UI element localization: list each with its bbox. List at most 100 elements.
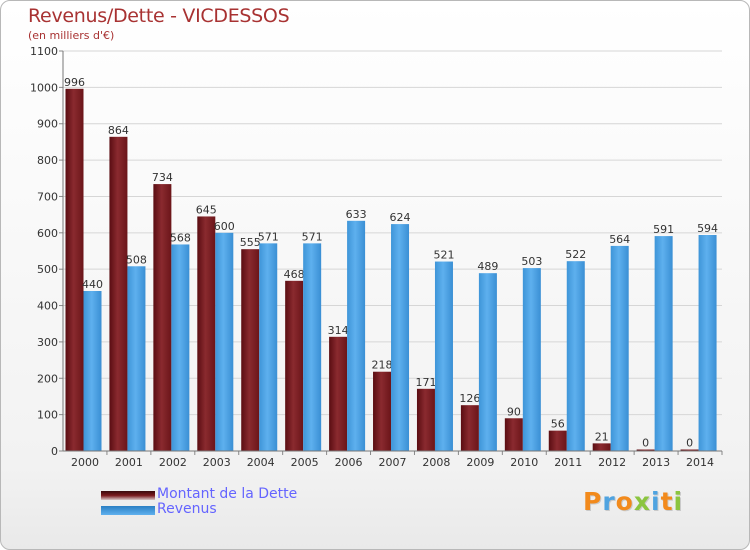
data-label: 600 [214,220,235,233]
x-tick-label: 2003 [203,456,231,469]
data-label: 522 [565,248,586,261]
bar-dette [109,136,128,451]
data-label: 591 [653,223,674,236]
x-tick-label: 2013 [642,456,670,469]
logo-letter: r [602,487,616,516]
y-tick-label: 800 [37,154,58,167]
x-tick-label: 2014 [686,456,714,469]
data-label: 521 [433,249,454,262]
logo-letter: o [615,487,634,516]
bar-revenus [522,268,541,451]
data-label: 503 [521,255,542,268]
bar-dette [636,449,655,451]
data-label: 314 [328,324,349,337]
data-label: 489 [477,260,498,273]
y-tick-label: 300 [37,336,58,349]
x-tick-label: 2008 [422,456,450,469]
bar-dette [416,388,435,451]
x-tick-label: 2005 [291,456,319,469]
data-label: 508 [126,253,147,266]
bar-revenus [171,244,190,451]
x-tick-label: 2007 [379,456,407,469]
bar-revenus [215,232,234,451]
data-label: 734 [152,171,173,184]
data-label: 126 [459,392,480,405]
legend-swatch-dette [101,491,155,500]
bar-revenus [391,224,410,451]
y-tick-label: 600 [37,227,58,240]
legend-label-dette: Montant de la Dette [157,486,298,502]
data-label: 0 [642,437,649,450]
y-tick-label: 200 [37,372,58,385]
logo-letter: x [633,487,651,516]
legend-label-revenus: Revenus [157,501,217,517]
data-label: 633 [346,208,367,221]
bar-dette [65,88,84,452]
bar-dette [460,405,479,451]
x-tick-label: 2009 [466,456,494,469]
data-label: 0 [686,437,693,450]
y-tick-label: 500 [37,263,58,276]
logo-letter: t [660,487,674,516]
bar-revenus [83,291,102,451]
data-label: 468 [284,268,305,281]
bar-revenus [259,243,278,451]
data-label: 564 [609,233,630,246]
data-label: 594 [697,222,718,235]
bar-revenus [434,261,453,451]
data-label: 440 [82,278,103,291]
logo-letter: i [651,487,661,516]
bar-revenus [698,235,717,451]
x-tick-label: 2012 [598,456,626,469]
data-label: 864 [108,124,129,137]
x-tick-label: 2004 [247,456,275,469]
bar-dette [592,443,611,451]
logo-letter: P [583,487,603,516]
legend-swatch-revenus [101,506,155,515]
y-tick-label: 1000 [30,81,58,94]
y-tick-label: 1100 [30,45,58,58]
data-label: 571 [302,230,323,243]
bar-revenus [654,236,673,451]
y-tick-label: 400 [37,300,58,313]
data-label: 218 [372,359,393,372]
data-label: 90 [507,405,521,418]
data-label: 568 [170,231,191,244]
data-label: 555 [240,236,261,249]
bar-revenus [127,266,146,451]
bar-revenus [303,243,322,451]
bar-dette [241,249,260,451]
x-tick-label: 2000 [71,456,99,469]
bar-revenus [347,220,366,451]
bar-dette [329,336,348,451]
bar-revenus [566,261,585,451]
y-tick-label: 0 [51,445,58,458]
x-tick-label: 2006 [335,456,363,469]
data-label: 571 [258,230,279,243]
data-label: 171 [415,376,436,389]
y-tick-label: 100 [37,409,58,422]
x-tick-label: 2011 [554,456,582,469]
proxiti-logo: Proxiti [583,487,683,516]
data-label: 996 [64,76,85,89]
bar-dette [504,418,523,451]
bar-dette [680,449,699,451]
chart-title: Revenus/Dette - VICDESSOS [28,5,290,27]
bar-dette [285,280,304,451]
data-label: 645 [196,203,217,216]
bar-revenus [610,245,629,451]
bar-revenus [478,273,497,451]
x-tick-label: 2010 [510,456,538,469]
bar-dette [373,371,392,451]
data-label: 56 [551,418,565,431]
bar-dette [153,184,172,451]
x-tick-label: 2001 [115,456,143,469]
x-tick-label: 2002 [159,456,187,469]
logo-letter: i [673,487,684,516]
y-tick-label: 700 [37,190,58,203]
y-tick-label: 900 [37,118,58,131]
bar-dette [197,216,216,451]
bar-dette [548,430,567,451]
